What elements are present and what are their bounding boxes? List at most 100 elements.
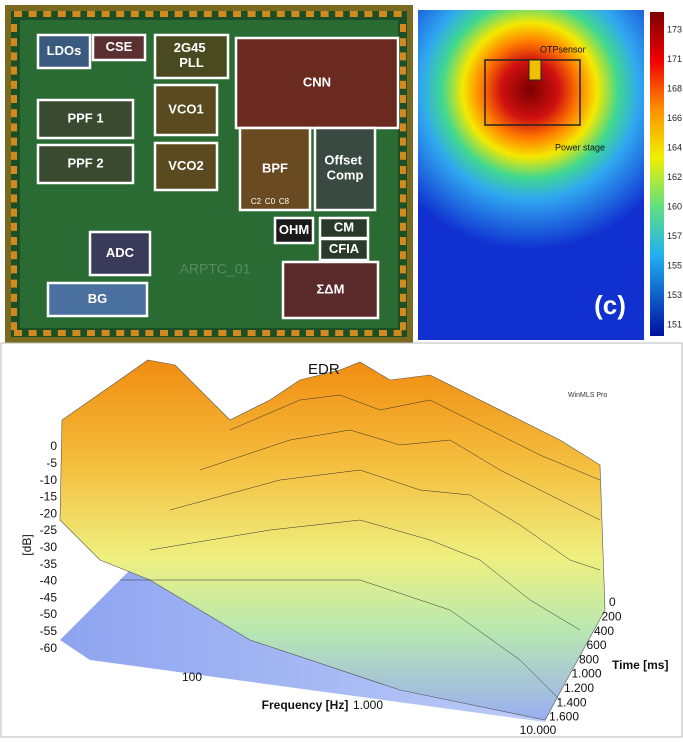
- y-tick-label: -10: [40, 473, 58, 487]
- z-tick-label: 0: [609, 595, 616, 609]
- pad: [233, 330, 241, 336]
- panel-label: (c): [594, 290, 626, 320]
- pad: [379, 11, 387, 17]
- z-tick-label: 800: [579, 652, 599, 666]
- z-tick-label: 400: [594, 624, 614, 638]
- colorbar-label: 166: [667, 113, 682, 123]
- pad: [400, 66, 406, 75]
- pad: [11, 66, 17, 75]
- pad: [11, 237, 17, 245]
- pad: [276, 330, 285, 336]
- pad: [57, 330, 66, 336]
- colorbar-label: 173: [667, 24, 682, 34]
- colorbar-label: 153: [667, 290, 682, 300]
- chip-block: [318, 237, 370, 262]
- chip-block-label: 2G45 PLL: [174, 40, 209, 70]
- pad: [203, 330, 212, 336]
- chip-small-label: C2: [251, 197, 262, 206]
- chip-block-label: CSE: [106, 39, 133, 54]
- pad: [400, 166, 406, 174]
- pad: [11, 279, 17, 288]
- pad: [116, 11, 125, 17]
- chip-small-label: C0: [265, 197, 276, 206]
- z-axis-label: Time [ms]: [612, 658, 668, 672]
- pad: [11, 38, 17, 47]
- colorbar-label: 151: [667, 319, 682, 329]
- x-tick-label: 10.000: [520, 723, 557, 737]
- pad: [101, 330, 110, 336]
- pad: [393, 330, 402, 336]
- pad: [28, 11, 37, 17]
- pad: [400, 123, 406, 132]
- y-tick-label: -5: [46, 456, 57, 470]
- pad: [400, 293, 406, 302]
- pad: [11, 151, 17, 160]
- pad: [160, 330, 168, 336]
- chip-block: [273, 216, 315, 245]
- pad: [364, 11, 373, 17]
- pad: [11, 308, 17, 316]
- y-tick-label: -60: [40, 641, 58, 655]
- annotation: OTPsensor: [540, 44, 586, 54]
- pad: [218, 330, 227, 336]
- chip-block: [88, 230, 152, 277]
- pad: [11, 123, 17, 132]
- pad: [174, 330, 183, 336]
- pad: [43, 11, 52, 17]
- x-tick-label: 1.000: [353, 698, 383, 712]
- chip-block: [281, 260, 380, 320]
- pad: [400, 265, 406, 274]
- chip-marking: ARPTC_01: [180, 261, 251, 277]
- pad: [14, 330, 22, 336]
- pad: [28, 330, 37, 336]
- y-tick-label: -30: [40, 540, 58, 554]
- chip-block-label: CNN: [303, 74, 331, 89]
- pad: [233, 11, 241, 17]
- pad: [87, 330, 95, 336]
- y-tick-label: -45: [40, 590, 58, 604]
- pad: [320, 330, 329, 336]
- edr-labels: EDR WinMLS Pro [dB] 0 -5 -10 -15 -20 -25 -30 -35 -4…: [20, 361, 668, 737]
- colorbar-label: 160: [667, 201, 682, 211]
- pad: [291, 11, 300, 17]
- chip-block-label: ADC: [106, 245, 135, 260]
- colorbar-label: 157: [667, 231, 682, 241]
- pad: [174, 11, 183, 17]
- chip-blocks: LDOs CSE 2G45 PLL CNN VCO1 PPF 1 PPF 2 VCO2 BPF O…: [11, 11, 406, 336]
- pad: [400, 151, 406, 160]
- pad: [400, 38, 406, 47]
- pad: [393, 11, 402, 17]
- chip-block: [153, 83, 219, 137]
- y-axis-label: [dB]: [20, 534, 34, 555]
- pad: [11, 95, 17, 103]
- chip-block-label: Offset Comp: [324, 153, 365, 183]
- pad: [11, 80, 17, 89]
- pad: [11, 208, 17, 217]
- chip-block-label: VCO1: [168, 101, 203, 116]
- pad: [218, 11, 227, 17]
- pad: [11, 180, 17, 189]
- chip-block-label: BPF: [262, 160, 288, 175]
- pad: [87, 11, 95, 17]
- chip-block: [153, 33, 230, 80]
- pad: [11, 109, 17, 118]
- x-axis-label: Frequency [Hz]: [262, 698, 349, 712]
- z-tick-label: 1.400: [557, 695, 587, 709]
- annotation: Power stage: [555, 142, 605, 152]
- pad: [11, 293, 17, 302]
- pad: [400, 322, 406, 331]
- colorbar: [650, 12, 664, 336]
- pad: [11, 322, 17, 331]
- pad: [400, 95, 406, 103]
- pad: [400, 180, 406, 189]
- y-tick-label: -40: [40, 574, 58, 588]
- chip-block: [36, 98, 135, 140]
- pad: [130, 11, 139, 17]
- pad: [57, 11, 66, 17]
- chip-block-label: BG: [88, 291, 108, 306]
- pad: [160, 11, 168, 17]
- chip-block-label: OHM: [279, 222, 309, 237]
- pad: [145, 330, 154, 336]
- chip-block-label: ΣΔM: [317, 281, 345, 296]
- watermark: WinMLS Pro: [568, 392, 607, 399]
